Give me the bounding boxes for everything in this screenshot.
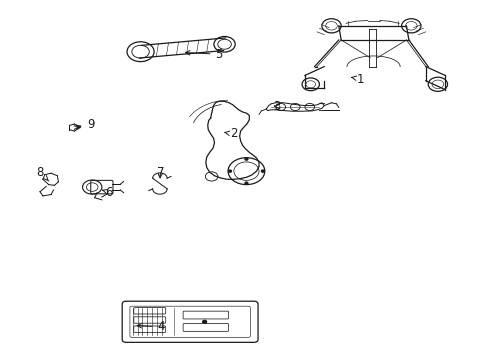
Text: 8: 8 — [37, 166, 49, 181]
Circle shape — [244, 182, 247, 184]
Text: 5: 5 — [185, 48, 223, 61]
Text: 2: 2 — [224, 127, 237, 140]
Text: 3: 3 — [273, 100, 280, 113]
Circle shape — [261, 170, 264, 172]
Text: 6: 6 — [102, 186, 113, 199]
Circle shape — [202, 320, 206, 323]
Circle shape — [228, 170, 231, 172]
Text: 1: 1 — [351, 72, 364, 86]
Text: 7: 7 — [156, 166, 163, 179]
Circle shape — [244, 158, 247, 160]
Text: 4: 4 — [137, 320, 164, 333]
Text: 9: 9 — [76, 118, 95, 131]
